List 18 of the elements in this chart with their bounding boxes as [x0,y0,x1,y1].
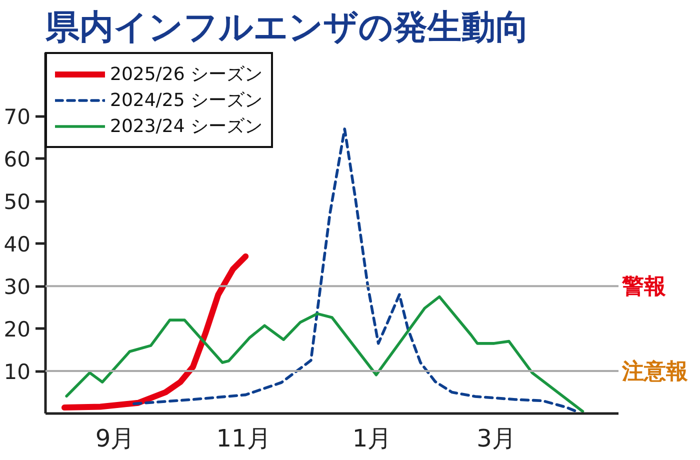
y-tick-label: 10 [4,360,31,384]
chart-title: 県内インフルエンザの発生動向 [44,8,530,48]
x-tick-label: 1月 [352,424,392,452]
legend-label: 2025/26 シーズン [110,63,262,86]
x-tick-label: 3月 [476,424,516,452]
y-tick-label: 40 [4,232,31,257]
legend-label: 2024/25 シーズン [110,89,262,112]
ref-line-label: 注意報 [621,358,690,384]
line-series [65,295,584,413]
y-tick-label: 20 [4,318,31,342]
x-tick-label: 11月 [216,424,271,452]
legend-label: 2023/24 シーズン [110,115,262,138]
ref-line-label: 警報 [621,274,668,299]
x-tick-label: 9月 [95,424,135,452]
y-tick-label: 30 [4,275,31,300]
y-tick-label: 50 [4,190,31,214]
y-tick-label: 60 [4,148,31,172]
y-tick-label: 70 [4,105,31,130]
